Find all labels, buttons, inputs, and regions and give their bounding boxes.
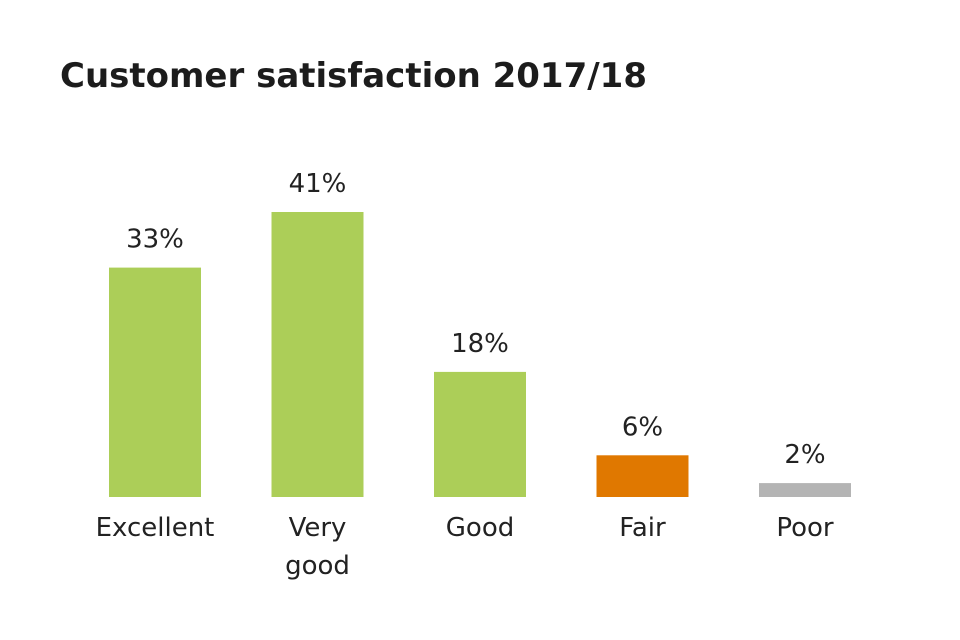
value-label: 18% bbox=[451, 329, 509, 359]
value-label: 41% bbox=[289, 169, 347, 199]
category-label: Very bbox=[289, 513, 347, 543]
value-label: 2% bbox=[784, 440, 825, 470]
category-label: Fair bbox=[619, 513, 666, 543]
bar-good bbox=[434, 371, 526, 497]
bar-fair bbox=[596, 455, 689, 497]
bar-very-good bbox=[271, 212, 364, 497]
category-label: Poor bbox=[776, 513, 834, 543]
category-label: Good bbox=[446, 513, 514, 543]
category-label: Excellent bbox=[96, 513, 215, 543]
chart-title: Customer satisfaction 2017/18 bbox=[60, 56, 647, 96]
bar-excellent bbox=[109, 267, 201, 497]
value-label: 6% bbox=[622, 412, 663, 442]
bar-poor bbox=[759, 483, 851, 497]
value-label: 33% bbox=[126, 225, 184, 255]
category-label: good bbox=[285, 551, 350, 581]
